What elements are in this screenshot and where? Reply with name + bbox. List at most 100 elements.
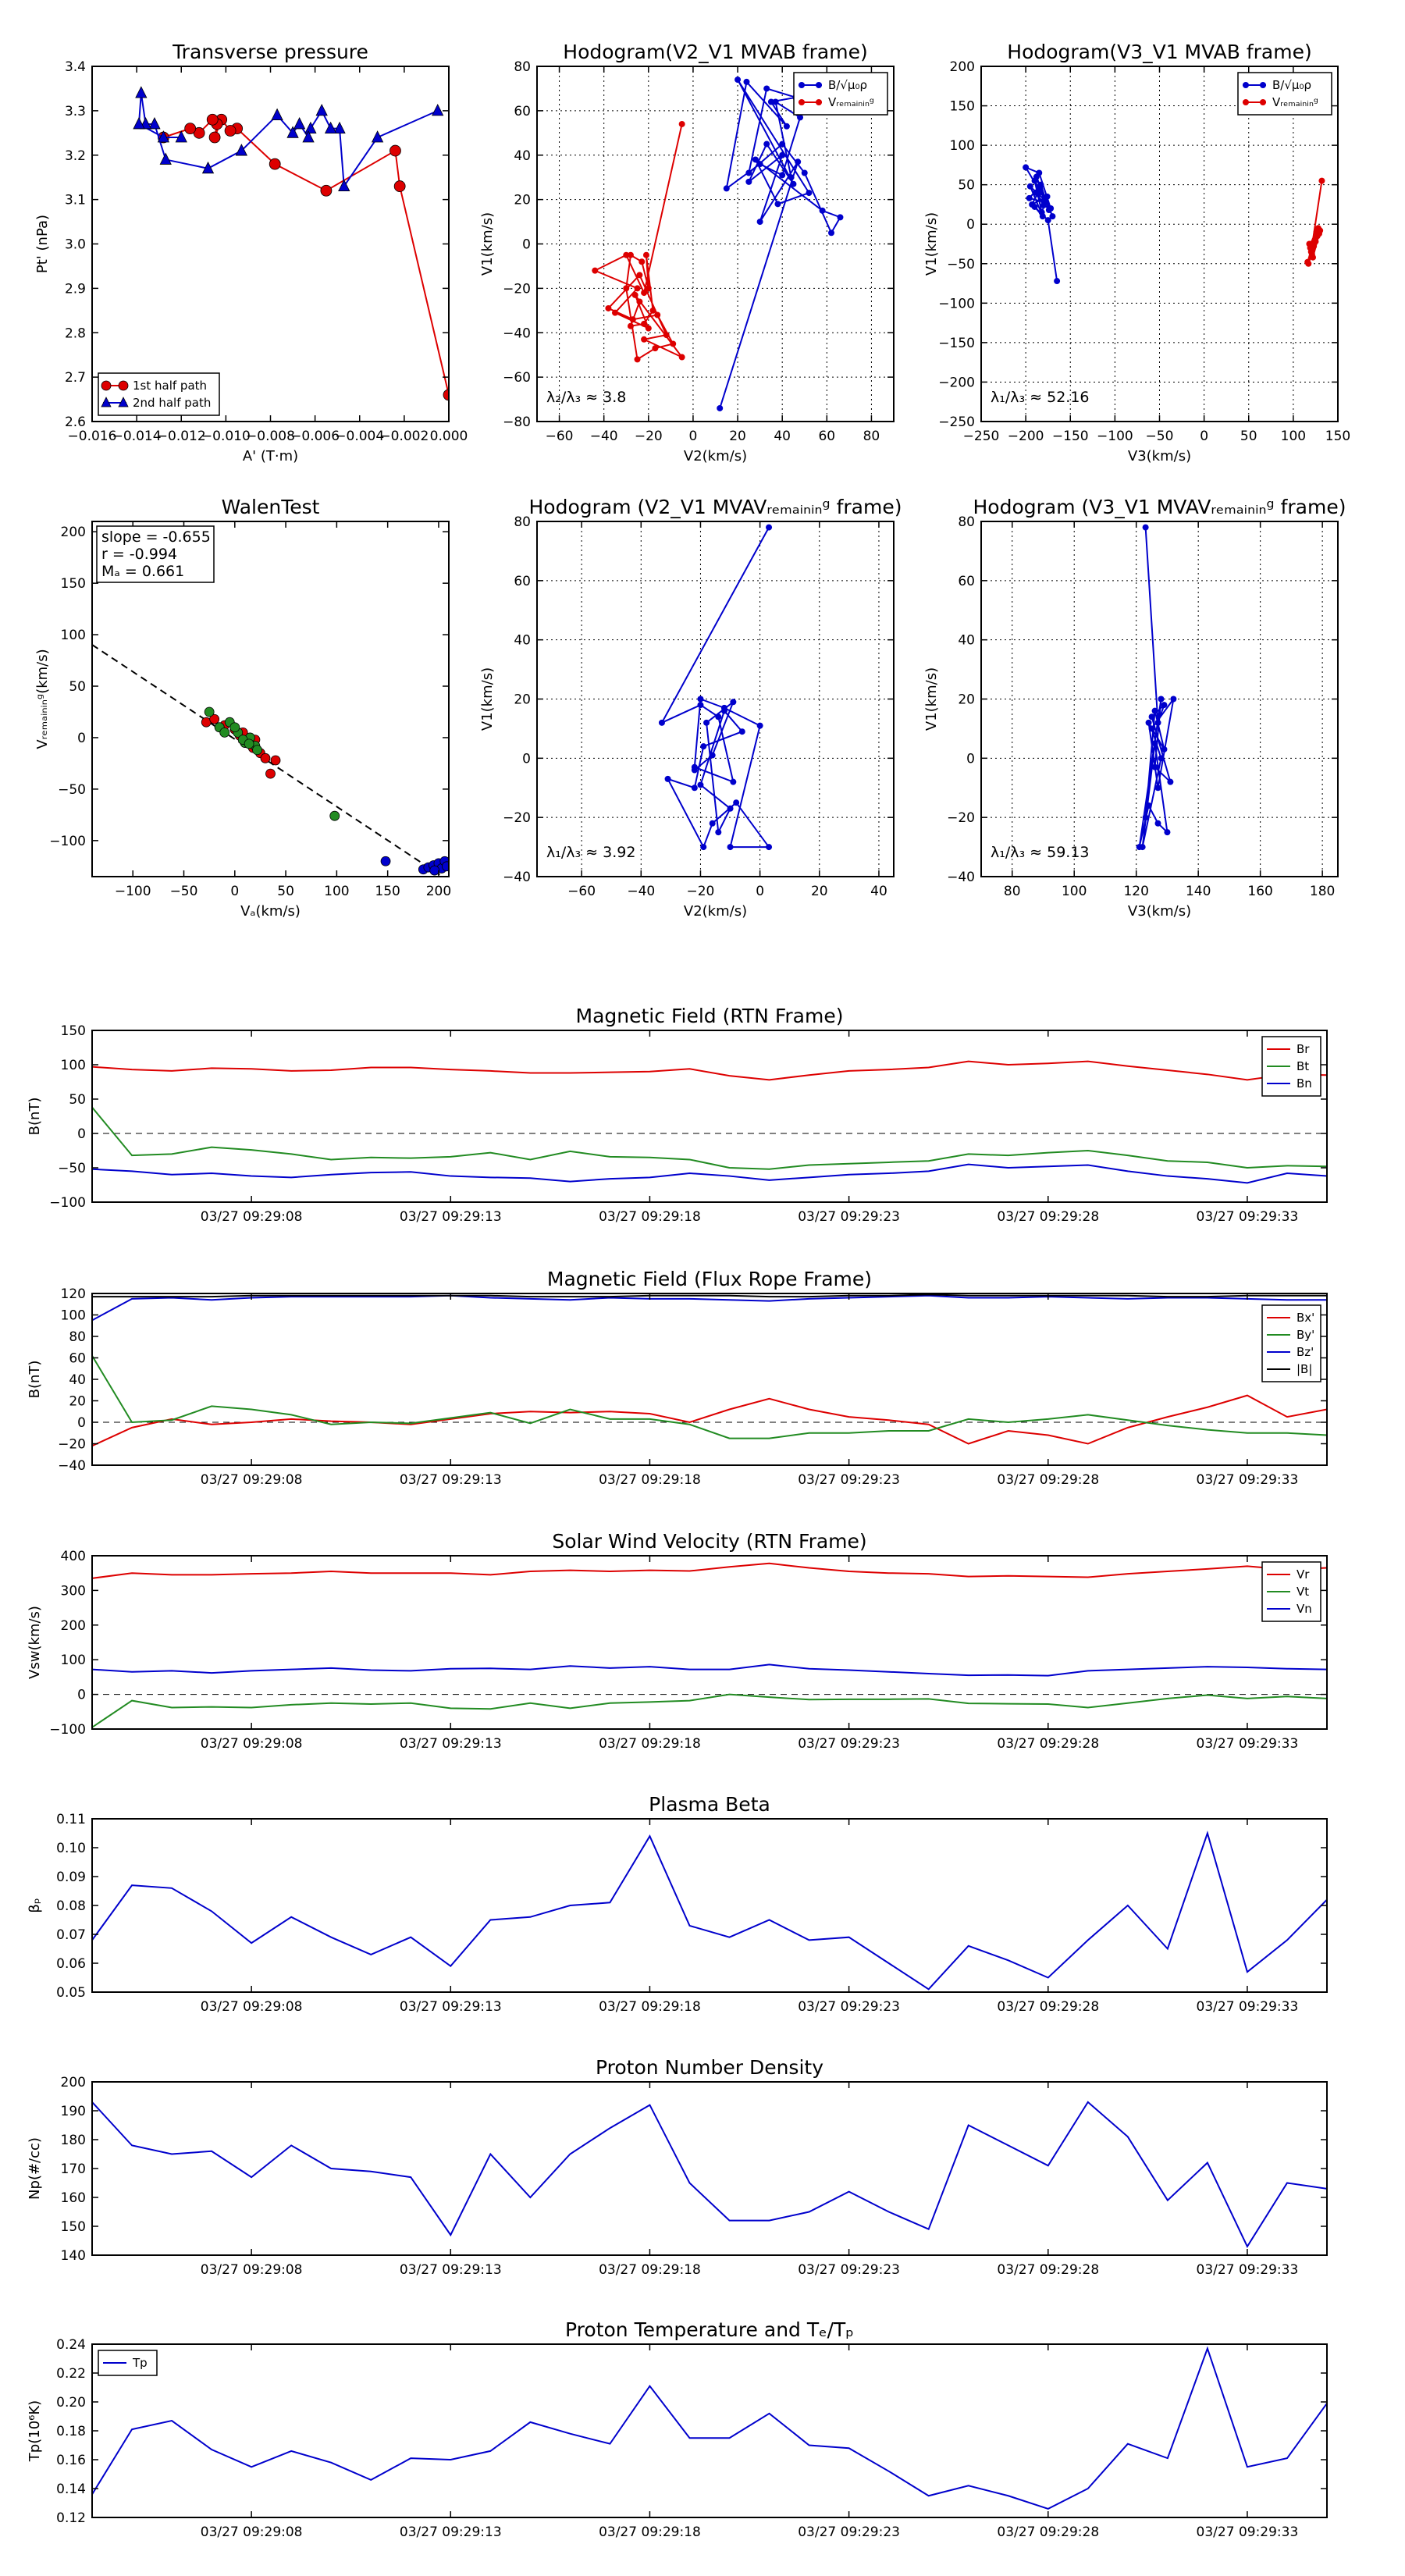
y-tick-label: 2.8 bbox=[65, 326, 86, 341]
data-point bbox=[663, 332, 670, 339]
legend-marker bbox=[816, 99, 822, 105]
plot-frame bbox=[91, 1293, 1328, 1466]
data-point bbox=[605, 304, 612, 311]
y-tick-label: 0.10 bbox=[56, 1841, 86, 1856]
x-tick-label: −40 bbox=[590, 429, 618, 444]
y-tick-label: −20 bbox=[58, 1437, 86, 1453]
chart-title: Magnetic Field (RTN Frame) bbox=[576, 1005, 844, 1027]
data-point bbox=[315, 103, 328, 116]
chart-title: Proton Temperature and Tₑ/Tₚ bbox=[565, 2318, 854, 2341]
plot-area bbox=[92, 1831, 1327, 1991]
y-tick-label: 60 bbox=[514, 574, 531, 589]
legend-box bbox=[1261, 1036, 1321, 1097]
series-line-Vᵣₑₘₐᵢₙᵢₙᵍ bbox=[592, 123, 683, 361]
data-point bbox=[654, 311, 661, 318]
x-tick-label: 03/27 09:29:13 bbox=[400, 2262, 502, 2278]
data-point bbox=[638, 258, 646, 265]
data-point bbox=[1145, 802, 1152, 809]
y-axis-label: V1(km/s) bbox=[923, 667, 940, 731]
y-axis-label: Vsw(km/s) bbox=[27, 1606, 43, 1679]
y-tick-label: 0.18 bbox=[56, 2424, 86, 2439]
data-point bbox=[592, 267, 599, 274]
y-tick-label: 20 bbox=[514, 193, 531, 208]
y-tick-label: 0.12 bbox=[56, 2510, 86, 2526]
data-point bbox=[286, 126, 299, 138]
x-tick-label: 100 bbox=[1281, 429, 1306, 444]
data-point bbox=[324, 121, 337, 134]
legend-label: Bt bbox=[1297, 1059, 1309, 1073]
x-tick-label: 100 bbox=[324, 884, 349, 899]
plot-area bbox=[92, 2101, 1327, 2248]
y-tick-label: 100 bbox=[61, 628, 86, 643]
data-point bbox=[715, 713, 722, 720]
x-tick-label: 50 bbox=[277, 884, 294, 899]
y-tick-label: 3.0 bbox=[65, 237, 86, 253]
data-point bbox=[1154, 719, 1161, 726]
y-tick-label: 60 bbox=[69, 1351, 86, 1367]
x-tick-label: −60 bbox=[546, 429, 574, 444]
data-point bbox=[1151, 707, 1158, 714]
data-point bbox=[623, 251, 630, 258]
eigenvalue-annotation: λ₁/λ₃ ≈ 59.13 bbox=[991, 844, 1090, 861]
legend-label: Bx' bbox=[1297, 1311, 1314, 1325]
y-tick-label: 0.07 bbox=[56, 1927, 86, 1943]
legend-label: B/√μ₀ρ bbox=[828, 78, 867, 92]
data-point bbox=[432, 103, 444, 116]
x-tick-label: −0.012 bbox=[157, 429, 206, 444]
y-tick-label: 120 bbox=[61, 1286, 86, 1302]
data-point bbox=[329, 810, 340, 821]
data-point bbox=[645, 325, 652, 332]
data-point bbox=[1170, 696, 1177, 703]
data-point bbox=[709, 820, 716, 827]
data-point bbox=[730, 778, 737, 785]
data-point bbox=[271, 108, 283, 120]
y-tick-label: 50 bbox=[958, 178, 975, 194]
plot-frame bbox=[91, 1818, 1328, 1993]
data-point bbox=[658, 719, 665, 726]
y-tick-label: 3.2 bbox=[65, 148, 86, 164]
data-point bbox=[727, 805, 734, 812]
x-axis-label: V2(km/s) bbox=[684, 448, 747, 464]
y-tick-label: 150 bbox=[61, 2219, 86, 2235]
y-axis-label: B(nT) bbox=[27, 1098, 43, 1136]
chart-hodogram-v3v1-mvab: Hodogram(V3_V1 MVAB frame) −250 −200 −150 −1… bbox=[923, 41, 1350, 464]
data-point bbox=[1033, 173, 1040, 180]
y-tick-label: 200 bbox=[950, 59, 975, 75]
data-point bbox=[641, 336, 648, 343]
series-line-Bz' bbox=[92, 1294, 1327, 1322]
y-axis-label: B(nT) bbox=[27, 1361, 43, 1399]
x-tick-label: 0.000 bbox=[430, 429, 468, 444]
plot-area bbox=[92, 1060, 1327, 1184]
data-point bbox=[743, 78, 750, 85]
data-point bbox=[715, 829, 722, 836]
data-point bbox=[1312, 238, 1319, 245]
y-tick-label: 200 bbox=[61, 1618, 86, 1634]
x-tick-label: −0.016 bbox=[68, 429, 117, 444]
x-axis-label: V3(km/s) bbox=[1128, 448, 1191, 464]
y-tick-label: 190 bbox=[61, 2104, 86, 2119]
x-tick-label: 160 bbox=[1247, 884, 1272, 899]
data-point bbox=[1305, 260, 1312, 267]
chart-title: Hodogram(V2_V1 MVAB frame) bbox=[563, 41, 867, 63]
data-point bbox=[691, 785, 698, 792]
y-axis-label: V1(km/s) bbox=[923, 212, 940, 276]
series-line-Bn bbox=[92, 1163, 1327, 1184]
data-point bbox=[1142, 814, 1149, 821]
series-line-beta bbox=[92, 1831, 1327, 1991]
y-tick-label: 0 bbox=[77, 731, 86, 746]
legend-box bbox=[98, 372, 220, 416]
y-tick-label: 0.22 bbox=[56, 2366, 86, 2382]
data-point bbox=[270, 755, 281, 766]
y-tick-label: −250 bbox=[938, 415, 975, 430]
y-tick-label: −40 bbox=[947, 870, 975, 885]
legend-marker bbox=[118, 397, 129, 407]
legend-marker bbox=[118, 380, 129, 391]
y-tick-label: −50 bbox=[58, 782, 86, 798]
legend-label: Vr bbox=[1297, 1567, 1310, 1582]
y-tick-label: −40 bbox=[58, 1458, 86, 1474]
series-line-1st half path bbox=[163, 118, 449, 396]
data-point bbox=[756, 722, 763, 729]
data-point bbox=[649, 307, 656, 314]
x-tick-label: −50 bbox=[1146, 429, 1174, 444]
chart-walen-test: WalenTest −100 −50 0 50 100 150 200 −100 −50 0 50 10… bbox=[34, 496, 451, 920]
